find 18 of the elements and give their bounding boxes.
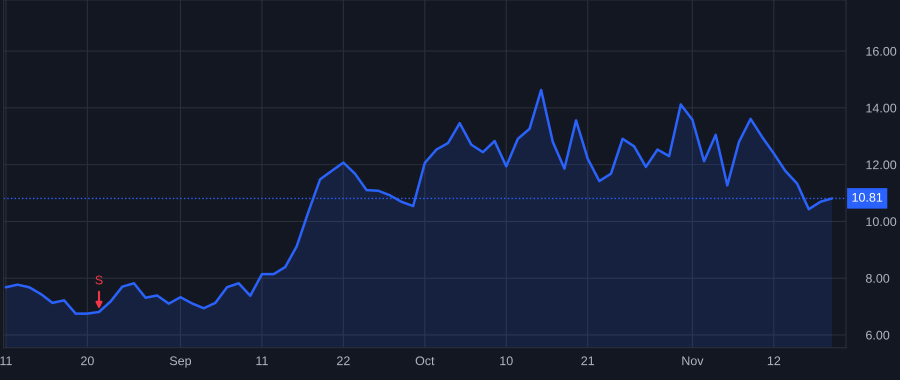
- ref-line-label: 10.81: [852, 192, 882, 202]
- y-tick-label: 6.00: [866, 330, 890, 340]
- x-tick-label: Oct: [416, 356, 434, 366]
- y-tick-label: 14.00: [866, 104, 896, 113]
- y-tick-label: 16.00: [866, 46, 896, 56]
- annotation: S: [95, 276, 103, 284]
- x-tick-label: 21: [581, 356, 594, 366]
- x-tick-label: 10: [500, 356, 513, 366]
- x-tick-label: Sep: [170, 356, 192, 368]
- x-tick-label: 12: [768, 356, 780, 366]
- x-tick-label: 11: [256, 356, 268, 366]
- y-tick-label: 10.00: [866, 217, 896, 226]
- y-tick-label: 12.00: [866, 160, 896, 170]
- y-tick-label: 8.00: [866, 274, 890, 283]
- x-tick-label: Nov: [682, 356, 704, 366]
- x-tick-label: 20: [81, 356, 94, 366]
- x-tick-label: 11: [0, 356, 12, 366]
- x-tick-label: 22: [337, 356, 350, 366]
